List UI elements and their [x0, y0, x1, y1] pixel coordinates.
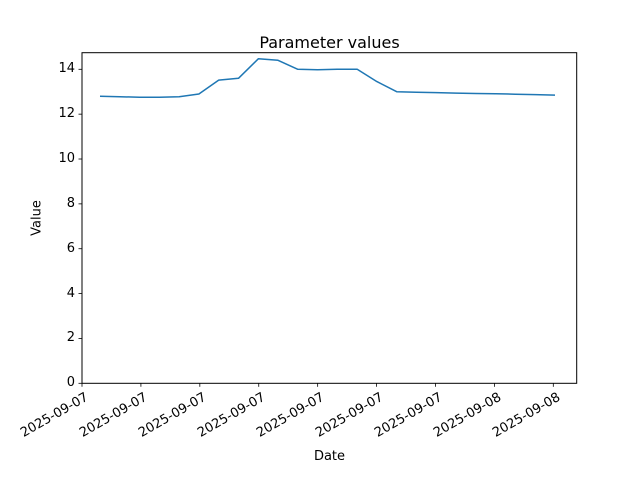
y-tick-label: 12 — [58, 106, 75, 122]
chart-title: Parameter values — [259, 33, 400, 52]
y-tick-label: 2 — [66, 330, 75, 346]
y-tick-label: 10 — [58, 151, 75, 166]
y-tick-label: 0 — [66, 375, 75, 391]
y-tick-label: 14 — [58, 61, 75, 77]
x-axis-label: Date — [313, 449, 346, 464]
axes-frame — [81, 52, 578, 384]
data-line-series — [99, 58, 556, 99]
y-tick-label: 6 — [66, 240, 75, 256]
y-tick-label: 4 — [66, 285, 75, 301]
y-tick-label: 8 — [66, 195, 75, 211]
